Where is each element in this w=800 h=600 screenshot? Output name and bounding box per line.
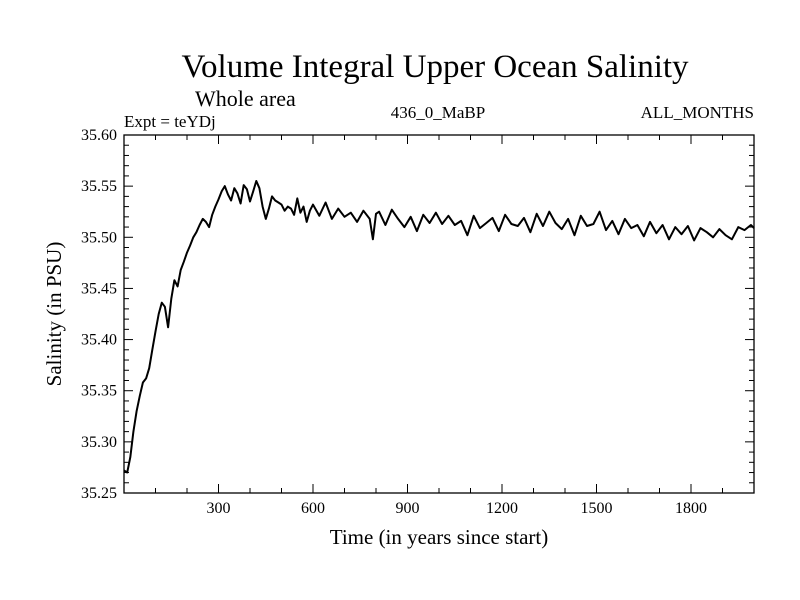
x-tick-label: 1200	[486, 500, 518, 517]
y-axis-label: Salinity (in PSU)	[42, 242, 66, 387]
x-tick-label: 600	[301, 500, 325, 517]
y-tick-label: 35.50	[81, 229, 117, 246]
plot-area: 300 600 900 1200 1500 1800 35.25 35.30 35.35 35.4…	[81, 127, 755, 517]
x-axis-label: Time (in years since start)	[330, 525, 549, 549]
y-tick-label: 35.45	[81, 280, 117, 297]
x-tick-label: 1800	[675, 500, 707, 517]
months-label: ALL_MONTHS	[641, 103, 754, 122]
y-tick-label: 35.55	[81, 178, 117, 195]
x-tick-label: 300	[207, 500, 231, 517]
x-tick-label: 900	[396, 500, 420, 517]
chart-subtitle: Whole area	[195, 86, 296, 111]
period-label: 436_0_MaBP	[391, 103, 485, 122]
plot-frame	[123, 134, 755, 494]
y-tick-label: 35.30	[81, 434, 117, 451]
y-tick-label: 35.35	[81, 383, 117, 400]
x-tick-label: 1500	[581, 500, 613, 517]
y-tick-label: 35.40	[81, 332, 117, 349]
chart-title: Volume Integral Upper Ocean Salinity	[181, 49, 689, 85]
y-tick-label: 35.25	[81, 485, 117, 502]
series-line-0	[123, 180, 755, 474]
y-tick-label: 35.60	[81, 127, 117, 144]
experiment-label: Expt = teYDj	[124, 112, 216, 131]
